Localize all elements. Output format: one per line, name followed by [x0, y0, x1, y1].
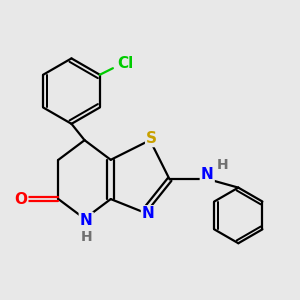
Text: H: H [217, 158, 228, 172]
Text: N: N [142, 206, 155, 221]
Text: O: O [14, 192, 27, 207]
Text: H: H [80, 230, 92, 244]
Text: N: N [201, 167, 214, 182]
Text: Cl: Cl [117, 56, 133, 71]
Text: S: S [146, 131, 157, 146]
Text: N: N [80, 213, 93, 228]
